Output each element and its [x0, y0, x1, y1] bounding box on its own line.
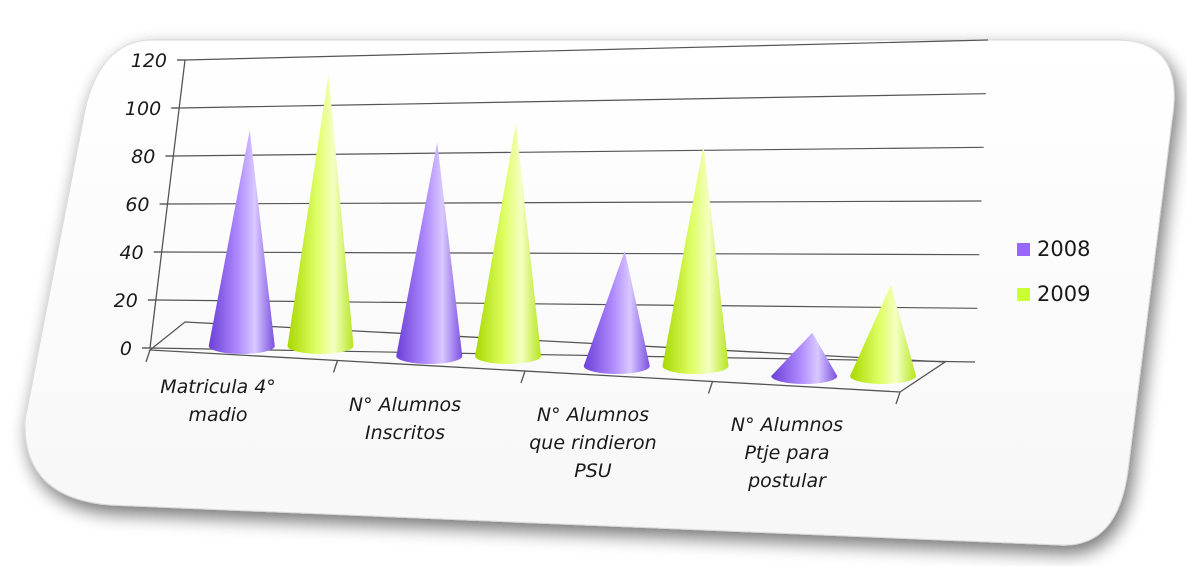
cone-body — [583, 250, 650, 374]
y-tick-label: 80 — [131, 146, 155, 168]
cone-body — [771, 332, 838, 384]
x-axis: Matricula 4° madio N° Alumnos Inscritos N° A… — [160, 376, 843, 492]
gridlines — [142, 39, 989, 405]
y-tick-label: 120 — [131, 50, 167, 72]
legend-label: 2009 — [1037, 282, 1090, 306]
legend-item: 2009 — [1017, 282, 1090, 306]
legend-swatch — [1017, 243, 1030, 256]
cone-body — [850, 284, 916, 384]
cone-body — [396, 142, 463, 364]
cone-2009 — [475, 123, 541, 364]
x-tick-mark — [332, 360, 339, 373]
cone-body — [208, 130, 275, 354]
y-tick-label: 0 — [120, 338, 132, 360]
legend: 2008 2009 — [1017, 237, 1090, 306]
y-tick-label: 40 — [119, 242, 143, 264]
x-tick-label: N° Alumnos que rindieron PSU — [529, 404, 656, 482]
legend-label: 2008 — [1037, 237, 1090, 261]
chart-card — [24, 39, 1175, 546]
x-tick-mark — [895, 391, 901, 405]
cone-body — [662, 145, 729, 374]
x-tick-mark — [707, 381, 714, 394]
cone-2008 — [771, 332, 838, 384]
gridline — [149, 347, 976, 363]
x-tick-label: Matricula 4° madio — [160, 376, 276, 426]
cone-2009 — [287, 74, 354, 355]
x-tick-mark — [520, 370, 526, 384]
legend-swatch — [1017, 288, 1030, 301]
cone-2008 — [583, 250, 650, 374]
y-axis-line — [149, 59, 186, 349]
x-tick-label: N° Alumnos Ptje para postular — [731, 414, 843, 492]
cones — [208, 74, 916, 384]
cone-2009 — [662, 145, 729, 374]
cone-2008 — [396, 142, 463, 364]
gridline — [155, 299, 978, 309]
cone-body — [287, 74, 354, 355]
gridline — [179, 93, 986, 109]
cone-2008 — [208, 130, 275, 354]
y-tick-label: 100 — [125, 98, 161, 120]
cone-2009 — [850, 284, 916, 384]
y-tick-label: 20 — [114, 290, 138, 312]
chart-floor — [148, 321, 947, 393]
legend-item: 2008 — [1017, 237, 1090, 261]
x-tick-label: N° Alumnos Inscritos — [349, 394, 461, 444]
y-axis: 0 20 40 60 80 100 120 — [114, 50, 167, 360]
cone-body — [475, 123, 541, 364]
gridline — [167, 200, 982, 205]
x-tick-mark — [145, 349, 151, 363]
gridline — [173, 146, 984, 157]
gridline — [184, 39, 989, 61]
y-tick-label: 60 — [125, 194, 149, 216]
gridline — [161, 251, 980, 256]
